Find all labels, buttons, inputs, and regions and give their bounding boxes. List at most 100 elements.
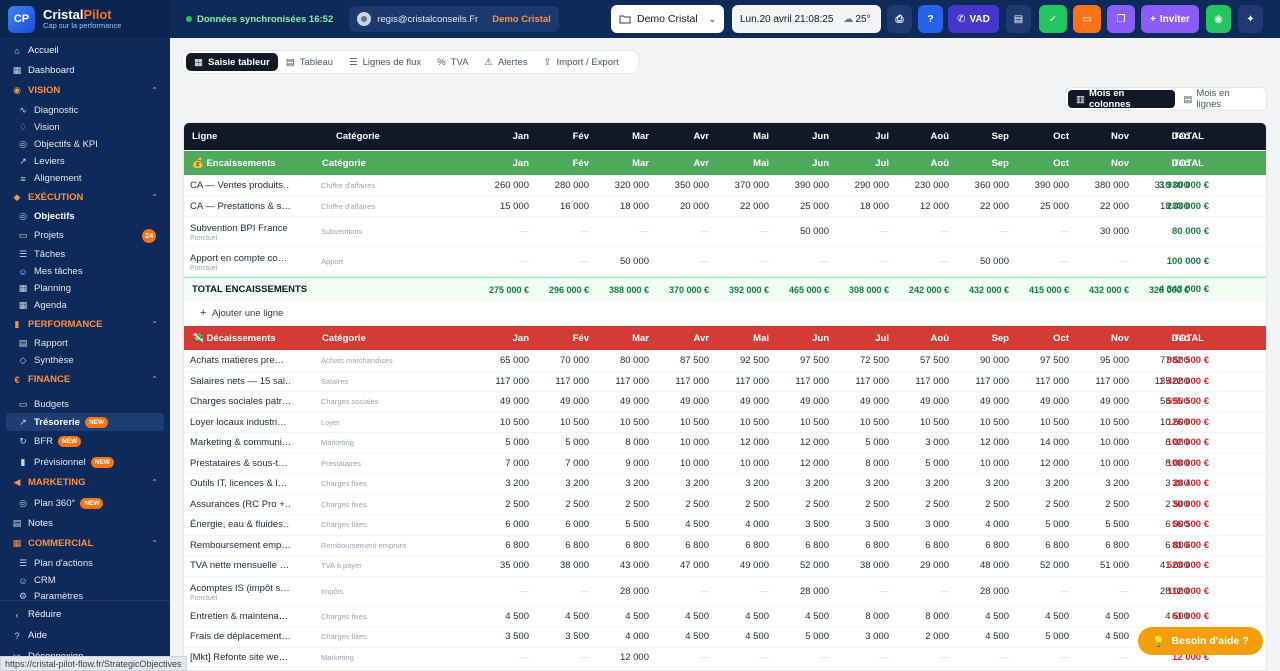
table-row[interactable]: Frais de déplacement… Charges fixes 3 500 3… bbox=[184, 627, 1266, 648]
cell-value[interactable]: 20 000 bbox=[679, 200, 709, 212]
cell-value[interactable]: 117 000 bbox=[555, 375, 589, 387]
cell-value[interactable]: — bbox=[1179, 226, 1190, 237]
cell-value[interactable]: 3 500 bbox=[865, 519, 889, 531]
cell-value[interactable]: — bbox=[519, 226, 530, 237]
cell-value[interactable]: 2 500 bbox=[1165, 498, 1189, 510]
cell-value[interactable]: 72 500 bbox=[859, 355, 889, 367]
sidebar-item-mes-taches[interactable]: ☺ Mes tâches bbox=[18, 266, 83, 277]
cell-value[interactable]: 360 000 bbox=[974, 180, 1009, 191]
cell-value[interactable]: 10 500 bbox=[799, 416, 829, 428]
cell-value[interactable]: — bbox=[1059, 226, 1070, 237]
vad-button[interactable]: ✆ VAD bbox=[948, 5, 999, 33]
sidebar-item-tresorerie[interactable]: ↗ Trésorerie NEW bbox=[6, 413, 164, 431]
cell-value[interactable]: — bbox=[1119, 256, 1130, 267]
tab-tableau[interactable]: ▤ Tableau bbox=[285, 56, 334, 68]
cell-value[interactable]: — bbox=[1119, 585, 1130, 597]
cell-value[interactable]: 12 000 bbox=[1039, 457, 1069, 469]
table-row[interactable]: Apport en compte co… Ponctuel Apport — — 50 0… bbox=[184, 247, 1266, 277]
cell-value[interactable]: 47 000 bbox=[679, 560, 709, 572]
cell-value[interactable]: — bbox=[1059, 585, 1070, 597]
cell-value[interactable]: 22 000 bbox=[739, 200, 769, 212]
cell-value[interactable]: 6 800 bbox=[685, 539, 709, 551]
cell-value[interactable]: 5 000 bbox=[925, 457, 949, 469]
cell-value[interactable]: — bbox=[999, 651, 1010, 663]
cell-value[interactable]: 10 000 bbox=[679, 437, 709, 449]
cell-value[interactable]: 5 000 bbox=[565, 437, 589, 449]
cell-value[interactable]: 4 000 bbox=[745, 519, 769, 531]
cell-value[interactable]: 15 000 bbox=[499, 200, 529, 212]
cell-value[interactable]: 29 000 bbox=[919, 560, 949, 572]
cell-value[interactable]: 117 000 bbox=[795, 375, 829, 387]
cell-value[interactable]: 3 000 bbox=[925, 437, 949, 449]
sidebar-item-alignement[interactable]: ≡ Alignement bbox=[0, 171, 170, 186]
brand-logo[interactable]: CP CristalPilot Cap sur la performance bbox=[0, 0, 170, 38]
cell-value[interactable]: 3 200 bbox=[805, 478, 829, 490]
cell-value[interactable]: 16 000 bbox=[559, 200, 589, 212]
cell-value[interactable]: 3 200 bbox=[925, 478, 949, 490]
cell-value[interactable]: 260 000 bbox=[494, 180, 529, 191]
cell-value[interactable]: 90 000 bbox=[979, 355, 1009, 367]
invite-button[interactable]: + Inviter bbox=[1141, 5, 1199, 33]
cell-value[interactable]: — bbox=[519, 651, 530, 663]
cell-value[interactable]: — bbox=[939, 256, 950, 267]
cell-value[interactable]: 2 500 bbox=[625, 498, 649, 510]
cell-value[interactable]: 8 000 bbox=[625, 437, 649, 449]
cell-value[interactable]: 280 000 bbox=[554, 180, 589, 191]
cell-value[interactable]: 3 200 bbox=[865, 478, 889, 490]
cell-value[interactable]: 50 000 bbox=[979, 256, 1009, 267]
cell-value[interactable]: 8 000 bbox=[925, 610, 949, 622]
table-row[interactable]: Remboursement emp… Remboursement emprunt 6… bbox=[184, 536, 1266, 556]
cell-value[interactable]: 12 000 bbox=[739, 437, 769, 449]
cell-value[interactable]: — bbox=[1059, 256, 1070, 267]
cell-value[interactable]: 2 000 bbox=[925, 631, 949, 643]
user-pill[interactable]: regis@cristalconseils.Fr Demo Cristal bbox=[349, 6, 559, 32]
table-row[interactable]: Outils IT, licences & l… Charges fixes 3 2… bbox=[184, 474, 1266, 495]
cell-value[interactable]: 22 000 bbox=[1099, 200, 1129, 212]
cell-value[interactable]: 6 800 bbox=[625, 539, 649, 551]
cell-value[interactable]: 6 800 bbox=[805, 539, 829, 551]
table-row[interactable]: Marketing & communi… Marketing 5 000 5 000 8… bbox=[184, 433, 1266, 454]
sidebar-section-execution[interactable]: ◆ EXÉCUTION ⌃ bbox=[13, 192, 158, 203]
cell-value[interactable]: 117 000 bbox=[615, 375, 649, 387]
cell-value[interactable]: 5 000 bbox=[505, 437, 529, 449]
cell-value[interactable]: 10 000 bbox=[679, 457, 709, 469]
sidebar-item-accueil[interactable]: ⌂ Accueil bbox=[0, 43, 170, 58]
cell-value[interactable]: 117 000 bbox=[675, 375, 709, 387]
sidebar-item-agenda[interactable]: ▦ Agenda bbox=[18, 300, 67, 311]
cell-value[interactable]: 95 000 bbox=[1099, 355, 1129, 367]
cell-value[interactable]: 370 000 bbox=[734, 180, 769, 191]
cell-value[interactable]: 3 500 bbox=[805, 519, 829, 531]
cell-value[interactable]: — bbox=[1179, 651, 1190, 663]
cell-value[interactable]: 10 500 bbox=[1159, 416, 1189, 428]
cell-value[interactable]: 6 000 bbox=[565, 519, 589, 531]
cell-value[interactable]: 5 500 bbox=[625, 519, 649, 531]
cell-value[interactable]: 12 000 bbox=[799, 437, 829, 449]
cell-value[interactable]: 2 500 bbox=[565, 498, 589, 510]
cell-value[interactable]: 49 000 bbox=[799, 396, 829, 408]
cell-value[interactable]: — bbox=[1179, 256, 1190, 267]
book-button[interactable]: ❐ bbox=[1107, 5, 1135, 33]
cell-value[interactable]: 8 000 bbox=[865, 610, 889, 622]
cell-value[interactable]: 49 000 bbox=[859, 396, 889, 408]
cell-value[interactable]: 14 000 bbox=[1039, 437, 1069, 449]
cell-value[interactable]: 56 500 bbox=[1159, 396, 1189, 408]
cell-value[interactable]: 52 000 bbox=[799, 560, 829, 572]
cell-value[interactable]: — bbox=[879, 651, 890, 663]
cell-value[interactable]: 52 000 bbox=[1039, 560, 1069, 572]
cell-value[interactable]: 10 500 bbox=[979, 416, 1009, 428]
help-button[interactable]: 💡 Besoin d'aide ? bbox=[1138, 627, 1263, 655]
table-row[interactable]: Prestataires & sous-t… Prestataires 7 000 7… bbox=[184, 454, 1266, 474]
cell-value[interactable]: 28 000 bbox=[619, 585, 649, 597]
cell-value[interactable]: 5 000 bbox=[1045, 631, 1069, 643]
cell-value[interactable]: 6 000 bbox=[1165, 519, 1189, 531]
tab-saisie-tableur[interactable]: ▦ Saisie tableur bbox=[186, 53, 278, 71]
cell-value[interactable]: 3 200 bbox=[1045, 478, 1069, 490]
cell-value[interactable]: 49 000 bbox=[739, 560, 769, 572]
cell-value[interactable]: — bbox=[879, 256, 890, 267]
cell-value[interactable]: 3 500 bbox=[565, 631, 589, 643]
cell-value[interactable]: 49 000 bbox=[919, 396, 949, 408]
cell-value[interactable]: 4 500 bbox=[1165, 610, 1189, 622]
sidebar-item-objectifs[interactable]: ◎ Objectifs bbox=[19, 211, 75, 222]
cell-value[interactable]: 57 500 bbox=[919, 355, 949, 367]
cell-value[interactable]: 4 500 bbox=[565, 610, 589, 622]
